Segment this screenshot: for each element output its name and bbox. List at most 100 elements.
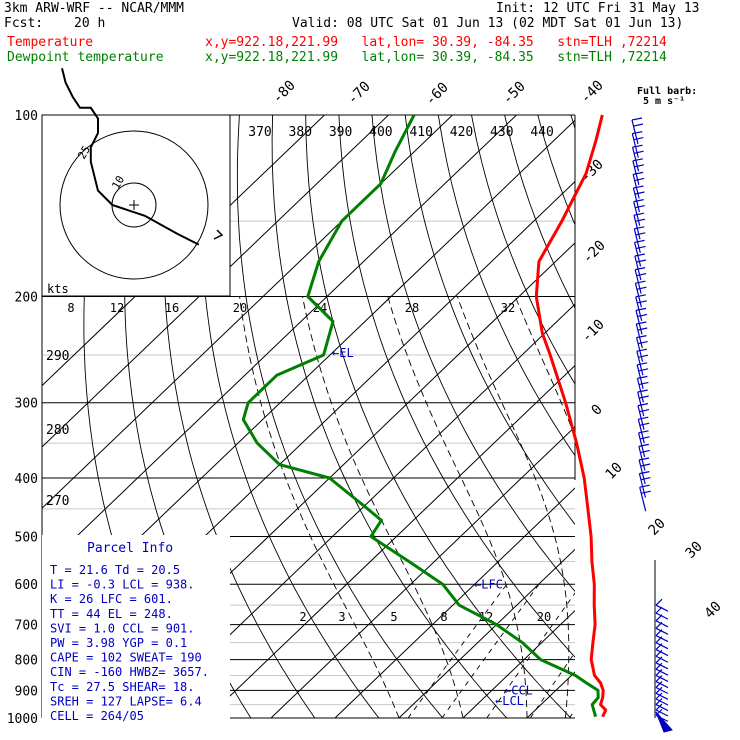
parcel-info-row: CAPE = 102 SWEAT= 190	[50, 651, 202, 665]
isotherm	[270, 426, 575, 718]
barb-key: Full barb: 5 m s⁻¹	[637, 86, 697, 107]
isotherm	[526, 671, 575, 718]
dry-adiabat	[305, 115, 572, 718]
isotherm	[142, 303, 575, 718]
wind-barb	[634, 280, 647, 308]
theta-label: 370	[248, 125, 271, 140]
temperature-line	[534, 114, 608, 718]
dry-adiabat	[200, 115, 380, 718]
wind-barb	[655, 669, 669, 682]
dry-adiabat	[604, 115, 740, 718]
hodograph: 10 25 kts	[41, 67, 231, 297]
wind-barb	[633, 199, 645, 226]
wind-barb	[655, 636, 669, 650]
mixing-ratio-label: 28	[405, 301, 419, 315]
mixing-ratio-label: 12	[110, 301, 124, 315]
theta-label: 430	[490, 125, 513, 140]
theta-e-label: 280	[46, 423, 69, 438]
wind-barb	[634, 267, 647, 294]
moist-adiabat	[668, 297, 740, 719]
wind-barb	[632, 185, 645, 213]
level-marker-lcl: ←LCL	[495, 694, 524, 708]
isotherm-label: 20	[646, 516, 669, 539]
theta-label: 400	[369, 125, 392, 140]
isotherm	[206, 364, 575, 718]
wind-barb	[638, 443, 650, 471]
pressure-tick-label: 900	[15, 684, 38, 699]
isotherm	[719, 115, 740, 718]
pressure-tick-label: 300	[15, 397, 38, 412]
mixing-ratio-line	[529, 651, 575, 718]
dry-adiabat	[271, 115, 508, 718]
wind-barb	[637, 416, 650, 444]
wind-barb	[635, 307, 648, 335]
isotherm	[398, 548, 575, 718]
wind-barb	[655, 606, 669, 620]
parcel-info-row: LI = -0.3 LCL = 938.	[50, 578, 195, 592]
isotherm-label: 0	[589, 402, 606, 419]
hodograph-units: kts	[47, 282, 69, 296]
wind-barb	[655, 614, 669, 628]
wind-barb	[634, 253, 646, 281]
wind-barb	[655, 698, 669, 712]
wind-barb	[636, 375, 649, 403]
dry-adiabat	[471, 115, 575, 385]
hodograph-arrow	[213, 229, 224, 240]
wind-barb	[635, 294, 647, 321]
parcel-info-box: Parcel Info T = 21.6 Td = 20.5LI = -0.3 …	[42, 535, 230, 723]
isotherm	[42, 115, 517, 571]
wind-barb	[655, 681, 669, 695]
hodograph-ring-25	[59, 130, 209, 280]
isotherm-label: -50	[500, 79, 529, 108]
wind-barb	[633, 212, 646, 240]
mixing-ratio-label: 2	[299, 610, 306, 624]
init-time: Init: 12 UTC Fri 31 May 13	[496, 1, 700, 16]
wind-barb	[655, 686, 669, 700]
wind-barb	[635, 321, 648, 349]
wind-barb	[655, 662, 669, 676]
wind-barb	[633, 239, 646, 267]
dry-adiabat	[236, 115, 444, 718]
dry-adiabat	[371, 115, 575, 592]
pressure-tick-label: 800	[15, 654, 38, 669]
isotherm-label: 40	[702, 599, 725, 622]
dry-adiabat	[338, 115, 575, 658]
isotherm-label: 30	[683, 539, 706, 562]
parcel-info-row: SVI = 1.0 CCL = 901.	[50, 621, 195, 635]
isotherm	[655, 115, 740, 718]
parcel-info-title: Parcel Info	[87, 541, 173, 556]
level-markers: ←EL ←LFC ←CCL←LCL	[332, 346, 533, 708]
hodograph-ring-label-25: 25	[75, 144, 93, 162]
theta-label: 420	[450, 125, 473, 140]
parcel-info-row: CIN = -160 HWBZ= 3657.	[50, 665, 209, 679]
parcel-info-row: PW = 3.98 YGP = 0.1	[50, 636, 187, 650]
dry-adiabat	[404, 115, 575, 526]
wind-barb	[636, 348, 648, 376]
forecast-label: Fcst:	[4, 16, 44, 31]
isotherm	[42, 115, 389, 448]
wind-barb	[639, 484, 651, 512]
mixing-ratio-label: 20	[233, 301, 247, 315]
pressure-tick-label: 400	[15, 472, 38, 487]
level-marker-ccl: ←CCL	[504, 684, 533, 698]
moist-adiabat	[239, 296, 400, 718]
dry-adiabat	[504, 115, 575, 309]
wind-barb	[636, 362, 649, 389]
wind-barb	[655, 621, 669, 635]
theta-label: 410	[409, 125, 432, 140]
mixing-ratio-label: 8	[67, 301, 74, 315]
hodograph-trace	[61, 67, 200, 246]
wind-barb	[655, 703, 669, 717]
wind-barb	[655, 649, 669, 663]
moist-adiabat	[302, 296, 464, 718]
theta-label: 390	[329, 125, 352, 140]
level-marker-el: ←EL	[332, 346, 354, 360]
forecast-hour: 20 h	[74, 16, 106, 31]
wind-barb	[655, 598, 669, 612]
dry-adiabat	[704, 115, 740, 718]
theta-label: 440	[530, 125, 553, 140]
pressure-tick-label: 200	[15, 291, 38, 306]
theta-e-label: 290	[46, 349, 69, 364]
